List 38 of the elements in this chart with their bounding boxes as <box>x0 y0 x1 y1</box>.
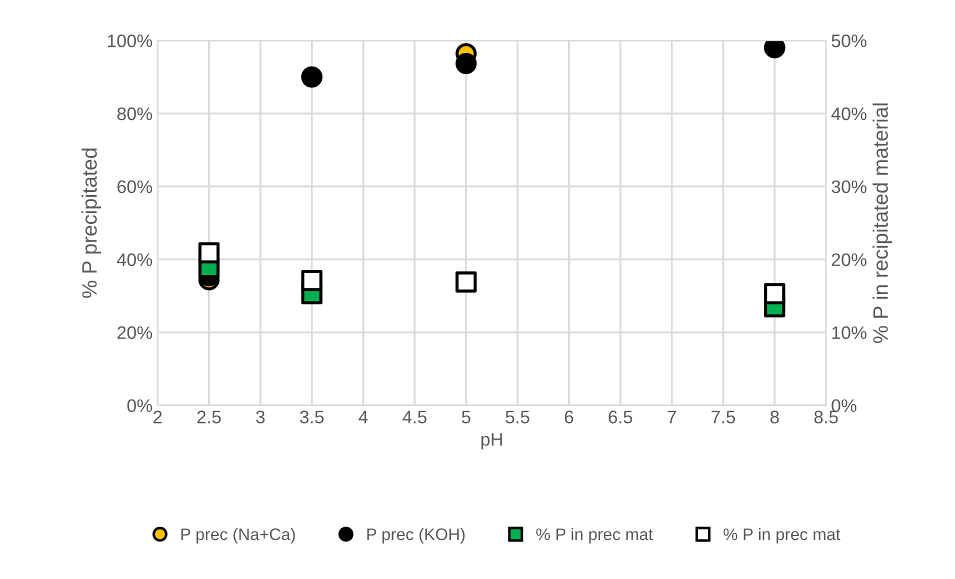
x-axis-title: pH <box>481 433 502 450</box>
x-tick-label: 6 <box>564 410 574 424</box>
legend-label: P prec (Na+Ca) <box>181 528 295 544</box>
y2-tick-label: 10% <box>832 326 866 340</box>
y-tick-label: 80% <box>117 107 152 120</box>
point <box>456 271 477 293</box>
x-tick-label: 3 <box>256 410 265 424</box>
y-tick-label: 100% <box>108 34 152 48</box>
point <box>198 242 220 264</box>
y-tick-label: 20% <box>117 326 152 340</box>
y2-tick-label: 40% <box>831 107 866 120</box>
point <box>301 270 322 292</box>
y2-tick-label: 20% <box>832 253 866 266</box>
x-tick-label: 5 <box>462 410 470 424</box>
x-tick-label: 4.5 <box>402 410 426 424</box>
legend-label: % P in prec mat <box>724 528 840 544</box>
y-tick-label: 60% <box>117 180 152 194</box>
y-tick-label: 40% <box>116 253 152 266</box>
legend-label: P prec (KOH) <box>367 528 465 544</box>
x-tick-label: 5.5 <box>506 410 530 424</box>
y2-tick-label: 0% <box>832 399 856 412</box>
y-tick-label: 0% <box>127 399 152 412</box>
y-axis-title: % P precipitated <box>82 148 101 298</box>
x-tick-label: 7.5 <box>712 410 736 424</box>
x-tick-label: 8.5 <box>814 410 838 424</box>
y2-tick-label: 30% <box>832 180 866 194</box>
y2-axis-title: % P in recipitated material <box>872 103 892 343</box>
x-tick-label: 3.5 <box>300 410 324 424</box>
x-tick-label: 6.5 <box>608 410 632 424</box>
x-tick-label: 2 <box>153 410 162 424</box>
legend-label: % P in prec mat <box>536 528 653 544</box>
x-tick-label: 4 <box>358 410 368 424</box>
point <box>456 52 477 74</box>
x-tick-label: 7 <box>668 410 676 424</box>
x-tick-label: 2.5 <box>197 410 221 424</box>
x-tick-label: 8 <box>770 410 779 424</box>
y2-tick-label: 50% <box>832 34 866 48</box>
point <box>764 283 786 304</box>
